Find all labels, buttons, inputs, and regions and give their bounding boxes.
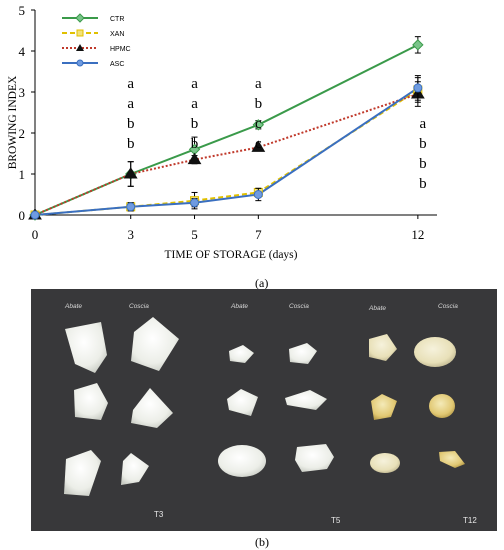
x-tick-label-3: 7 bbox=[255, 227, 262, 242]
x-tick-label-2: 5 bbox=[191, 227, 198, 242]
sig-letter-12-2: b bbox=[419, 156, 427, 172]
legend-marker-ctr bbox=[75, 13, 85, 23]
legend-marker-xan bbox=[76, 29, 84, 37]
point-asc-2 bbox=[190, 198, 200, 208]
sig-letter-7-3: c bbox=[255, 136, 262, 152]
y-tick-label-5: 5 bbox=[19, 3, 26, 18]
sig-letter-3-3: b bbox=[127, 136, 135, 152]
slice-t3-2 bbox=[131, 317, 179, 371]
panel-t5-label-abate: Abate bbox=[231, 303, 248, 310]
x-axis-label: TIME OF STORAGE (days) bbox=[165, 249, 298, 261]
point-hpmc-2 bbox=[187, 152, 202, 165]
slice-t3-1 bbox=[65, 322, 107, 373]
panel-t5-time: T5 bbox=[331, 516, 341, 525]
y-tick-label-1: 1 bbox=[19, 167, 26, 182]
slice-t5-5 bbox=[218, 445, 266, 477]
slice-t12-5 bbox=[370, 453, 400, 473]
panel-t3-label-abate: Abate bbox=[65, 303, 82, 310]
slice-t5-3 bbox=[227, 389, 258, 416]
caption-b: (b) bbox=[255, 535, 269, 549]
legend-label-hpmc: HPMC bbox=[110, 46, 131, 53]
slice-t5-2 bbox=[289, 343, 317, 364]
sig-letter-7-2: c bbox=[255, 116, 262, 132]
y-tick-label-0: 0 bbox=[19, 208, 26, 223]
legend-label-xan: XAN bbox=[110, 31, 124, 38]
y-axis-label: BROWING INDEX bbox=[7, 75, 19, 169]
panel-t3-time: T3 bbox=[154, 510, 164, 519]
sig-letter-7-0: a bbox=[255, 76, 262, 92]
legend-label-asc: ASC bbox=[110, 61, 124, 68]
sig-letter-3-1: a bbox=[127, 96, 134, 112]
sig-letter-5-2: b bbox=[191, 116, 199, 132]
legend-marker-asc bbox=[76, 59, 84, 67]
slice-t12-3 bbox=[371, 394, 397, 420]
panel-t3-label-coscia: Coscia bbox=[129, 303, 149, 310]
sig-letter-5-0: a bbox=[191, 76, 198, 92]
sig-letter-3-0: a bbox=[127, 76, 134, 92]
x-tick-label-1: 3 bbox=[127, 227, 134, 242]
y-tick-label-4: 4 bbox=[19, 44, 26, 59]
point-hpmc-1 bbox=[123, 167, 138, 179]
point-ctr-3 bbox=[252, 119, 265, 131]
sig-letter-12-0: a bbox=[420, 116, 427, 132]
x-tick-label-4: 12 bbox=[411, 227, 424, 242]
point-asc-0 bbox=[30, 210, 40, 220]
sig-letter-3-2: b bbox=[127, 116, 135, 132]
sig-letter-5-3: b bbox=[191, 136, 199, 152]
sig-letter-12-1: b bbox=[419, 136, 427, 152]
panel-t12-label-abate: Abate bbox=[369, 305, 386, 312]
slice-t12-2 bbox=[414, 337, 456, 367]
slice-t12-4 bbox=[429, 394, 455, 418]
series-line-xan bbox=[34, 89, 419, 216]
pear-slices bbox=[64, 317, 465, 496]
slice-t3-5 bbox=[64, 450, 101, 496]
point-hpmc-3 bbox=[251, 140, 266, 152]
point-ctr-4 bbox=[412, 39, 424, 51]
slice-t3-4 bbox=[131, 388, 173, 428]
slice-t12-6 bbox=[439, 451, 465, 468]
panel-t5-label-coscia: Coscia bbox=[289, 303, 309, 310]
panel-t12-label-coscia: Coscia bbox=[438, 303, 458, 310]
point-asc-3 bbox=[253, 190, 263, 199]
y-tick-label-3: 3 bbox=[19, 85, 26, 100]
y-tick-label-2: 2 bbox=[19, 126, 26, 141]
slice-t3-6 bbox=[121, 453, 149, 485]
legend-marker-hpmc bbox=[76, 44, 84, 51]
sample-photo: Abate Coscia Abate Coscia Abate Coscia T… bbox=[31, 289, 497, 531]
sig-letter-12-3: b bbox=[419, 176, 427, 192]
point-asc-4 bbox=[413, 83, 423, 93]
slice-t5-6 bbox=[295, 444, 334, 472]
slice-t12-1 bbox=[369, 334, 397, 361]
legend-label-ctr: CTR bbox=[110, 16, 124, 23]
slice-t3-3 bbox=[74, 383, 108, 420]
point-asc-1 bbox=[126, 202, 136, 212]
slice-t5-4 bbox=[285, 390, 327, 410]
sig-letter-5-1: a bbox=[191, 96, 198, 112]
caption-a: (a) bbox=[255, 276, 269, 290]
panel-t12-time: T12 bbox=[463, 516, 477, 525]
slice-t5-1 bbox=[229, 345, 254, 363]
x-tick-label-0: 0 bbox=[32, 227, 39, 242]
sig-letter-7-1: b bbox=[255, 96, 263, 112]
series-line-ctr bbox=[34, 43, 419, 216]
